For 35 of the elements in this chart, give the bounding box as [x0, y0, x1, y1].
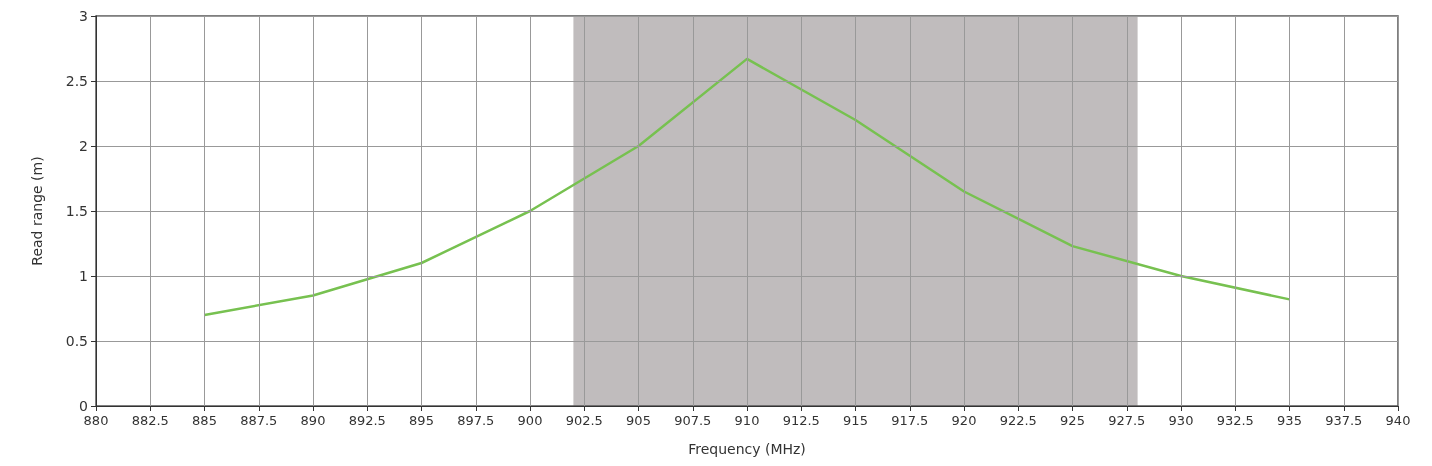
- x-tick-label: 925: [1060, 413, 1085, 428]
- x-tick-label: 907.5: [674, 413, 712, 428]
- x-tick-label: 885: [192, 413, 217, 428]
- y-tick-label: 2.5: [65, 73, 88, 89]
- y-tick-label: 1: [79, 268, 88, 284]
- x-tick-label: 922.5: [999, 413, 1037, 428]
- x-tick-label: 920: [951, 413, 977, 428]
- x-tick-label: 935: [1277, 413, 1302, 428]
- y-tick-label: 3: [79, 8, 88, 24]
- x-tick-label: 900: [517, 413, 543, 428]
- y-tick-label: 0: [79, 398, 88, 414]
- x-tick-label: 915: [843, 413, 868, 428]
- x-tick-label: 932.5: [1216, 413, 1254, 428]
- x-tick-label: 930: [1168, 413, 1194, 428]
- y-tick-label: 1.5: [65, 203, 88, 219]
- x-tick-label: 940: [1385, 413, 1411, 428]
- x-tick-label: 880: [83, 413, 109, 428]
- y-axis-title: Read range (m): [29, 156, 45, 266]
- x-tick-label: 927.5: [1108, 413, 1146, 428]
- y-tick-label: 0.5: [65, 333, 88, 349]
- x-tick-label: 897.5: [457, 413, 495, 428]
- x-tick-label: 917.5: [891, 413, 929, 428]
- x-tick-label: 882.5: [131, 413, 169, 428]
- x-tick-label: 912.5: [782, 413, 820, 428]
- x-tick-label: 890: [300, 413, 326, 428]
- x-tick-label: 937.5: [1325, 413, 1363, 428]
- x-tick-label: 902.5: [565, 413, 603, 428]
- x-tick-label: 910: [734, 413, 760, 428]
- x-tick-label: 905: [626, 413, 651, 428]
- line-series: [203, 57, 1291, 317]
- x-tick-label: 892.5: [348, 413, 386, 428]
- x-axis-title: Frequency (MHz): [688, 441, 806, 457]
- x-tick-label: 895: [409, 413, 434, 428]
- y-tick-label: 2: [79, 138, 88, 154]
- x-tick-label: 887.5: [240, 413, 278, 428]
